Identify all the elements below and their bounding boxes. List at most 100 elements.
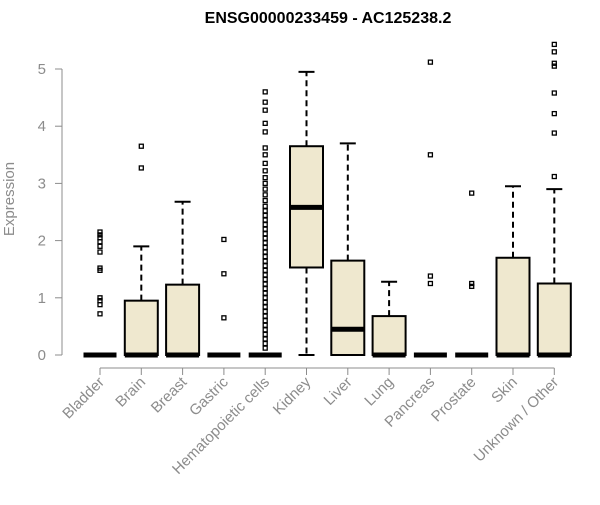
outlier-point bbox=[262, 203, 268, 209]
outlier-point bbox=[138, 143, 144, 149]
outlier-point bbox=[262, 226, 268, 232]
outlier-point bbox=[262, 340, 268, 347]
outlier-point bbox=[262, 197, 268, 204]
box-group-skin bbox=[495, 185, 531, 358]
outlier-point bbox=[262, 180, 268, 187]
outlier-point bbox=[262, 221, 268, 228]
outlier-point bbox=[262, 175, 268, 181]
outlier-point bbox=[97, 249, 103, 255]
box-body bbox=[330, 259, 366, 356]
outlier-point bbox=[97, 235, 103, 241]
y-tick-label: 3 bbox=[38, 175, 46, 192]
outlier-point bbox=[551, 63, 557, 69]
outlier-point bbox=[469, 280, 475, 287]
outlier-point bbox=[262, 276, 268, 283]
outlier-point bbox=[262, 345, 268, 351]
outlier-point bbox=[262, 299, 268, 306]
box-body bbox=[536, 282, 572, 356]
outlier-point bbox=[262, 244, 268, 251]
outlier-point bbox=[551, 110, 557, 117]
outlier-point bbox=[262, 129, 268, 135]
outlier-point bbox=[262, 336, 268, 342]
y-tick-label: 2 bbox=[38, 233, 46, 250]
outlier-point bbox=[262, 160, 268, 167]
box-group-bladder bbox=[83, 229, 117, 358]
outlier-point bbox=[551, 173, 557, 180]
outlier-point bbox=[262, 120, 268, 126]
box-group-lung bbox=[371, 280, 407, 358]
outlier-point bbox=[551, 49, 557, 55]
outlier-point bbox=[221, 271, 227, 277]
x-tick-label: Prostate bbox=[428, 374, 480, 426]
outlier-point bbox=[262, 231, 268, 237]
outlier-point bbox=[262, 267, 268, 273]
outlier-point bbox=[262, 235, 268, 241]
outlier-point bbox=[97, 295, 103, 301]
outlier-point bbox=[262, 290, 268, 296]
outlier-point bbox=[97, 265, 103, 271]
box-group-liver bbox=[330, 142, 366, 356]
outlier-point bbox=[221, 315, 227, 321]
y-tick-label: 1 bbox=[38, 290, 46, 307]
outlier-point bbox=[262, 186, 268, 192]
y-axis-label: Expression bbox=[1, 162, 18, 236]
outlier-point bbox=[262, 249, 268, 255]
outlier-point bbox=[262, 240, 268, 246]
outlier-point bbox=[97, 311, 103, 317]
outlier-point bbox=[262, 313, 268, 319]
outlier-point bbox=[262, 285, 268, 292]
outlier-point bbox=[262, 281, 268, 287]
x-tick-label: Lung bbox=[361, 374, 397, 410]
outlier-point bbox=[551, 130, 557, 136]
box-group-brain bbox=[123, 143, 159, 358]
outlier-point bbox=[262, 212, 268, 219]
outlier-point bbox=[262, 208, 268, 214]
boxes-layer bbox=[83, 41, 572, 358]
outlier-point bbox=[262, 331, 268, 338]
outlier-point bbox=[262, 217, 268, 223]
outlier-point bbox=[262, 304, 268, 310]
box-group-prostate bbox=[455, 190, 489, 358]
chart-title: ENSG00000233459 - AC125238.2 bbox=[205, 10, 452, 27]
outlier-point bbox=[262, 263, 268, 269]
outlier-point bbox=[262, 318, 268, 324]
outlier-point bbox=[138, 165, 144, 171]
outlier-point bbox=[221, 236, 227, 243]
box-group-hematopoietic-cells bbox=[248, 89, 282, 358]
outlier-point bbox=[262, 308, 268, 315]
outlier-point bbox=[262, 145, 268, 151]
x-tick-label: Skin bbox=[488, 374, 521, 407]
y-tick-label: 5 bbox=[38, 61, 46, 78]
box-body bbox=[165, 283, 201, 357]
outlier-point bbox=[262, 168, 268, 174]
x-tick-label: Kidney bbox=[270, 373, 315, 418]
box-body bbox=[123, 299, 159, 357]
outlier-point bbox=[262, 192, 268, 198]
y-tick-label: 4 bbox=[38, 118, 46, 135]
x-tick-label: Brain bbox=[112, 374, 149, 411]
x-tick-label: Liver bbox=[321, 374, 356, 409]
outlier-point bbox=[551, 60, 557, 66]
outlier-point bbox=[262, 89, 268, 95]
box-group-breast bbox=[165, 200, 201, 358]
outlier-point bbox=[262, 253, 268, 260]
box-group-pancreas bbox=[413, 59, 447, 358]
y-tick-label: 0 bbox=[38, 347, 46, 364]
box-group-kidney bbox=[289, 70, 324, 356]
outlier-point bbox=[262, 327, 268, 333]
outlier-point bbox=[262, 152, 268, 158]
outlier-point bbox=[97, 232, 103, 238]
outlier-point bbox=[262, 295, 268, 301]
box-body bbox=[371, 315, 407, 357]
box-group-unknown-other bbox=[536, 41, 572, 358]
outlier-point bbox=[469, 283, 475, 290]
outlier-point bbox=[97, 229, 103, 235]
outlier-point bbox=[262, 322, 268, 328]
outlier-point bbox=[427, 59, 434, 65]
box-group-gastric bbox=[207, 236, 241, 358]
x-tick-label: Bladder bbox=[59, 374, 108, 423]
outlier-point bbox=[262, 272, 268, 278]
